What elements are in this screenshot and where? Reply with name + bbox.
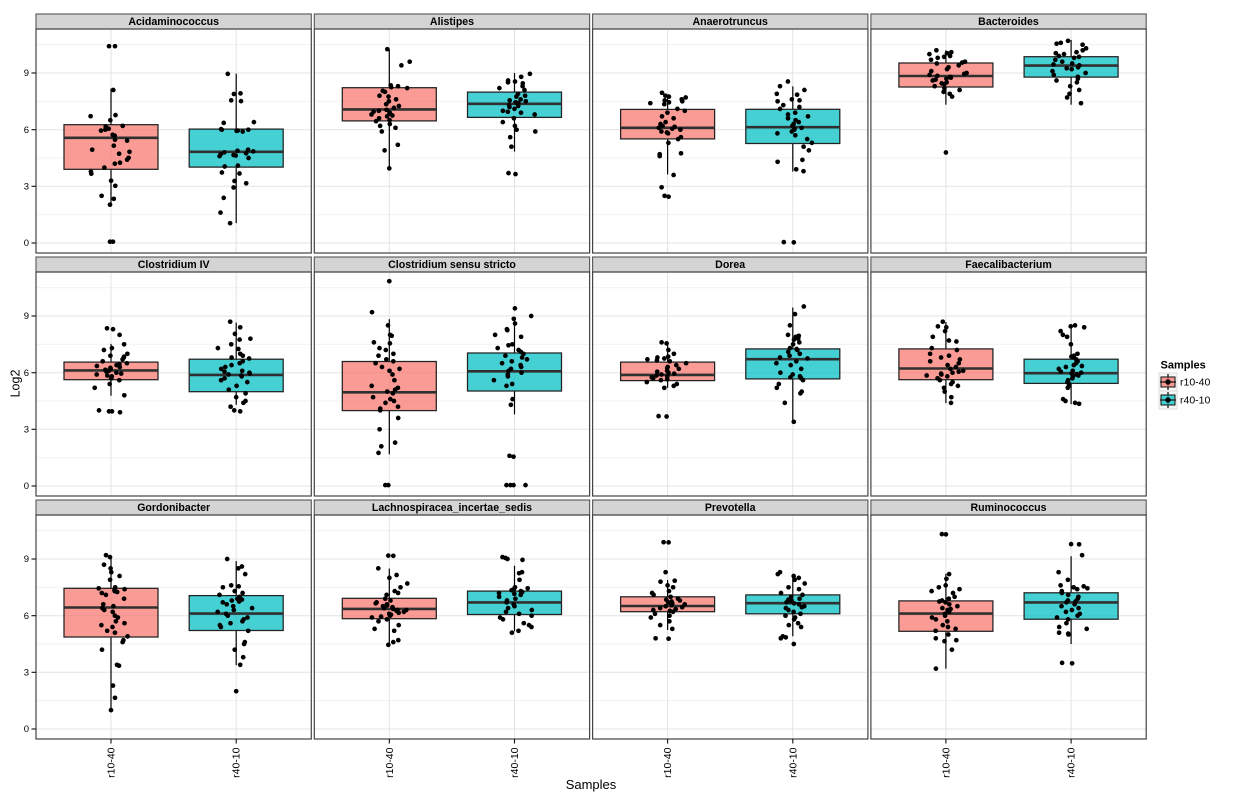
- svg-text:Faecalibacterium: Faecalibacterium: [965, 259, 1052, 271]
- svg-text:9: 9: [24, 554, 29, 565]
- svg-text:r10-40: r10-40: [384, 747, 396, 778]
- svg-text:0: 0: [24, 238, 29, 249]
- svg-text:6: 6: [24, 611, 29, 622]
- svg-text:3: 3: [24, 182, 29, 193]
- svg-text:r40-10: r40-10: [509, 747, 521, 778]
- svg-text:3: 3: [24, 668, 29, 679]
- svg-text:r40-10: r40-10: [231, 747, 243, 778]
- svg-text:Samples: Samples: [566, 777, 617, 792]
- svg-text:3: 3: [24, 425, 29, 436]
- svg-text:9: 9: [24, 68, 29, 79]
- svg-text:Alistipes: Alistipes: [430, 16, 474, 28]
- svg-text:0: 0: [24, 481, 29, 492]
- svg-text:Anaerotruncus: Anaerotruncus: [693, 16, 768, 28]
- svg-text:9: 9: [24, 311, 29, 322]
- svg-text:Bacteroides: Bacteroides: [978, 16, 1039, 28]
- svg-text:Log2: Log2: [9, 370, 23, 398]
- svg-text:r40-10: r40-10: [787, 747, 799, 778]
- svg-text:Clostridium IV: Clostridium IV: [138, 259, 210, 271]
- svg-text:0: 0: [24, 724, 29, 735]
- svg-text:Dorea: Dorea: [715, 259, 745, 271]
- svg-text:r10-40: r10-40: [940, 747, 952, 778]
- svg-text:r10-40: r10-40: [1180, 377, 1211, 389]
- svg-text:Lachnospiracea_incertae_sedis: Lachnospiracea_incertae_sedis: [372, 502, 532, 514]
- svg-text:r10-40: r10-40: [106, 747, 118, 778]
- svg-text:r10-40: r10-40: [662, 747, 674, 778]
- svg-text:6: 6: [24, 368, 29, 379]
- svg-text:r40-10: r40-10: [1180, 395, 1211, 407]
- svg-text:Gordonibacter: Gordonibacter: [137, 502, 210, 514]
- svg-text:Ruminococcus: Ruminococcus: [971, 502, 1047, 514]
- svg-text:r40-10: r40-10: [1066, 747, 1078, 778]
- svg-text:Samples: Samples: [1161, 360, 1206, 372]
- svg-text:Prevotella: Prevotella: [705, 502, 756, 514]
- svg-text:Acidaminococcus: Acidaminococcus: [128, 16, 219, 28]
- svg-text:Clostridium sensu stricto: Clostridium sensu stricto: [388, 259, 516, 271]
- svg-text:6: 6: [24, 125, 29, 136]
